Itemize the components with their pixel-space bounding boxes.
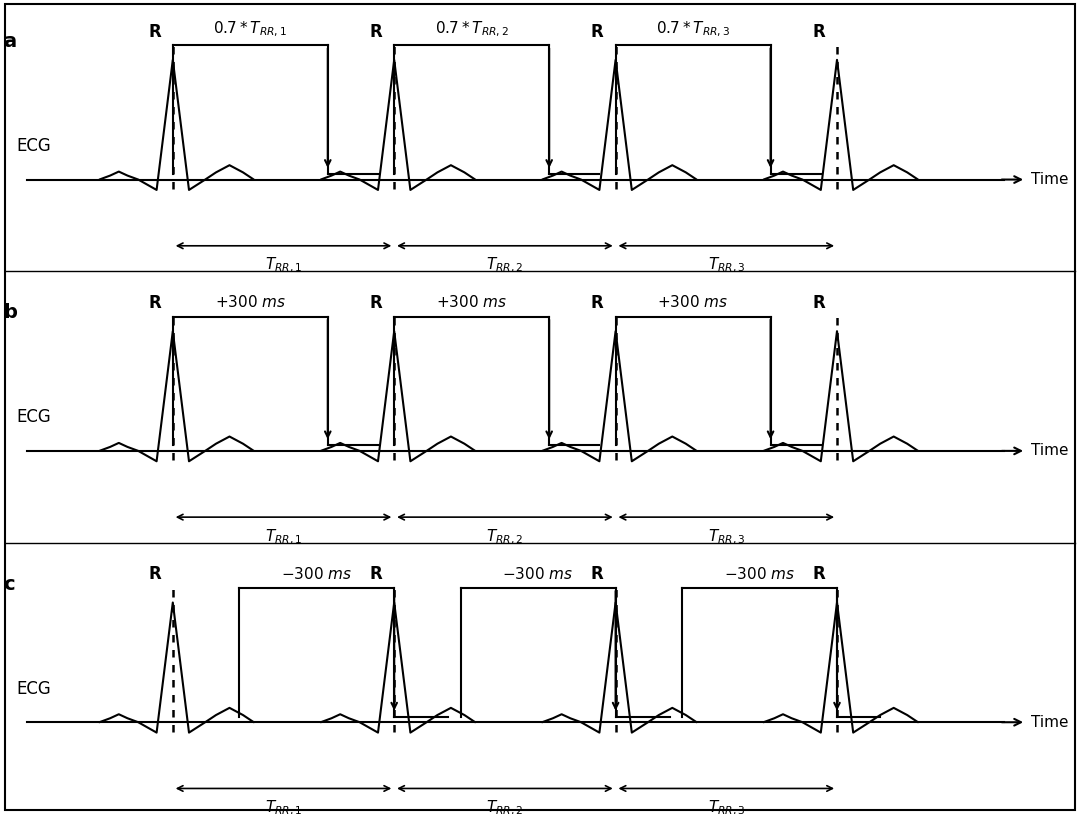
Text: ECG: ECG (16, 137, 51, 155)
Text: $+300\ ms$: $+300\ ms$ (658, 295, 729, 310)
Text: R: R (591, 566, 604, 584)
Text: R: R (369, 566, 382, 584)
Text: $T_{RR,1}$: $T_{RR,1}$ (265, 527, 302, 547)
Text: Time: Time (1031, 444, 1069, 458)
Text: R: R (148, 566, 161, 584)
Text: ECG: ECG (16, 409, 51, 427)
Text: $T_{RR,3}$: $T_{RR,3}$ (707, 256, 745, 275)
Text: ECG: ECG (16, 680, 51, 698)
Text: $T_{RR,3}$: $T_{RR,3}$ (707, 799, 745, 814)
Text: $T_{RR,2}$: $T_{RR,2}$ (486, 527, 524, 547)
Text: $+300\ ms$: $+300\ ms$ (436, 295, 508, 310)
Text: b: b (3, 304, 17, 322)
Text: $0.7*T_{RR,2}$: $0.7*T_{RR,2}$ (434, 20, 509, 39)
Text: R: R (812, 23, 825, 41)
Text: R: R (591, 294, 604, 312)
Text: a: a (3, 32, 16, 51)
Text: Time: Time (1031, 715, 1069, 729)
Text: $T_{RR,1}$: $T_{RR,1}$ (265, 799, 302, 814)
Text: $-300\ ms$: $-300\ ms$ (724, 566, 795, 582)
Text: R: R (591, 23, 604, 41)
Text: R: R (148, 294, 161, 312)
Text: $-300\ ms$: $-300\ ms$ (502, 566, 573, 582)
Text: $T_{RR,1}$: $T_{RR,1}$ (265, 256, 302, 275)
Text: $0.7*T_{RR,1}$: $0.7*T_{RR,1}$ (213, 20, 287, 39)
Text: $T_{RR,2}$: $T_{RR,2}$ (486, 256, 524, 275)
Text: c: c (3, 575, 15, 593)
Text: $0.7*T_{RR,3}$: $0.7*T_{RR,3}$ (656, 20, 730, 39)
Text: $-300\ ms$: $-300\ ms$ (281, 566, 352, 582)
Text: R: R (148, 23, 161, 41)
Text: $+300\ ms$: $+300\ ms$ (215, 295, 286, 310)
Text: Time: Time (1031, 172, 1069, 187)
Text: R: R (369, 23, 382, 41)
Text: $T_{RR,2}$: $T_{RR,2}$ (486, 799, 524, 814)
Text: R: R (812, 566, 825, 584)
Text: R: R (369, 294, 382, 312)
Text: R: R (812, 294, 825, 312)
Text: $T_{RR,3}$: $T_{RR,3}$ (707, 527, 745, 547)
